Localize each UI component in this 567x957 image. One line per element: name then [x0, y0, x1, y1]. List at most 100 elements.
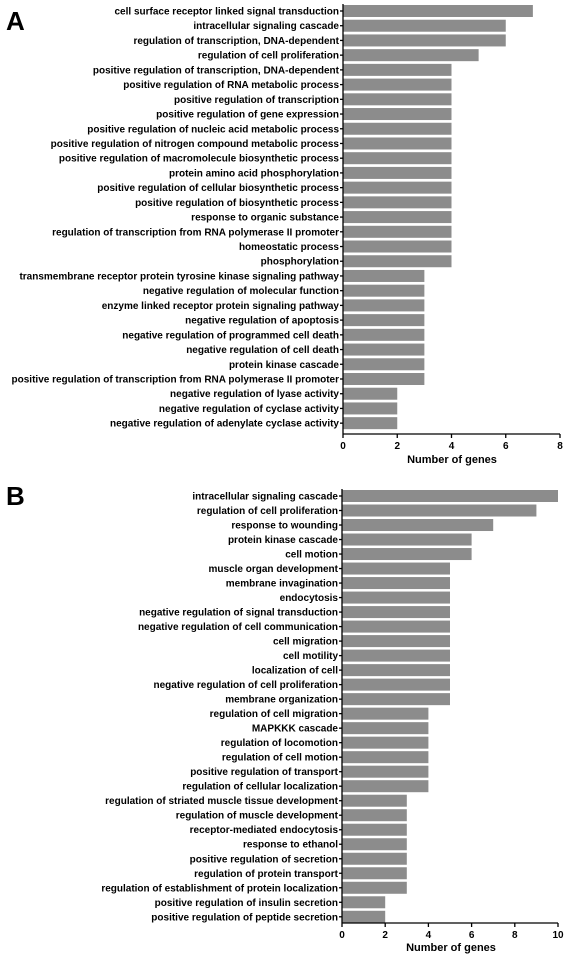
category-label: transmembrane receptor protein tyrosine … — [19, 271, 339, 282]
category-label: negative regulation of cyclase activity — [159, 404, 340, 415]
category-label: regulation of cell proliferation — [198, 51, 339, 62]
category-label: positive regulation of peptide secretion — [151, 912, 338, 923]
bar — [342, 838, 407, 851]
bar — [342, 751, 429, 764]
bar — [342, 852, 407, 865]
bar — [343, 417, 398, 430]
bar — [342, 533, 472, 546]
bar — [342, 620, 450, 633]
category-label: negative regulation of molecular functio… — [143, 286, 339, 297]
category-label: muscle organ development — [209, 564, 339, 575]
category-label: positive regulation of biosynthetic proc… — [135, 198, 339, 209]
category-label: response to organic substance — [191, 213, 339, 224]
category-label: negative regulation of lyase activity — [170, 389, 339, 400]
category-label: regulation of establishment of protein l… — [101, 883, 338, 894]
bar — [343, 78, 452, 91]
category-label: positive regulation of transcription fro… — [12, 375, 340, 386]
category-label: cell motion — [285, 550, 338, 561]
bar — [342, 809, 407, 822]
bar — [343, 34, 506, 47]
category-label: protein kinase cascade — [229, 360, 339, 371]
x-tick-label: 0 — [339, 930, 345, 941]
category-label: membrane invagination — [226, 579, 338, 590]
category-label: negative regulation of programmed cell d… — [122, 330, 339, 341]
category-label: receptor-mediated endocytosis — [190, 825, 339, 836]
category-label: negative regulation of cell proliferatio… — [154, 680, 338, 691]
bar — [343, 137, 452, 150]
bar — [342, 504, 537, 517]
bar — [342, 693, 450, 706]
bar — [343, 299, 425, 312]
bar — [343, 5, 533, 17]
bar — [342, 823, 407, 836]
bar — [343, 240, 452, 253]
category-label: positive regulation of transcription, DN… — [93, 65, 340, 76]
bar — [342, 577, 450, 590]
x-tick-label: 6 — [469, 930, 475, 941]
bar — [343, 373, 425, 385]
x-tick-label: 2 — [382, 930, 388, 941]
category-label: phosphorylation — [261, 257, 339, 268]
bar — [343, 314, 425, 327]
category-label: negative regulation of signal transducti… — [139, 608, 338, 619]
category-label: positive regulation of nitrogen compound… — [51, 139, 340, 150]
bar — [343, 122, 452, 135]
category-label: cell motility — [283, 651, 338, 662]
bar — [343, 166, 452, 179]
bar — [342, 490, 558, 502]
category-label: negative regulation of cell death — [186, 345, 339, 356]
bar — [342, 722, 429, 735]
category-label: positive regulation of RNA metabolic pro… — [123, 80, 339, 91]
bar — [342, 591, 450, 604]
x-tick-label: 8 — [557, 441, 563, 452]
bar — [343, 269, 425, 282]
category-label: positive regulation of transport — [190, 767, 338, 778]
bar — [343, 152, 452, 165]
panel-a-x-axis-label: Number of genes — [407, 454, 497, 466]
bar — [342, 635, 450, 648]
bar — [343, 49, 479, 62]
category-label: protein kinase cascade — [228, 535, 338, 546]
category-label: regulation of transcription from RNA pol… — [52, 227, 339, 238]
category-label: regulation of striated muscle tissue dev… — [105, 796, 339, 807]
category-label: negative regulation of apoptosis — [185, 316, 339, 327]
x-tick-label: 10 — [552, 930, 564, 941]
bar — [342, 649, 450, 662]
panel-b-letter: B — [6, 481, 25, 511]
bar — [343, 63, 452, 76]
category-label: positive regulation of gene expression — [156, 110, 339, 121]
bar — [343, 387, 398, 400]
panel-a-letter: A — [6, 6, 25, 36]
bar — [343, 19, 506, 32]
bar — [343, 255, 452, 268]
bar — [343, 225, 452, 238]
bar — [343, 93, 452, 106]
bar — [342, 765, 429, 778]
category-label: regulation of cell proliferation — [197, 506, 338, 517]
bar — [343, 358, 425, 371]
category-label: cell surface receptor linked signal tran… — [114, 7, 339, 18]
bar — [342, 736, 429, 749]
bar — [343, 343, 425, 356]
category-label: regulation of muscle development — [176, 811, 339, 822]
panel-b-x-axis-label: Number of genes — [406, 942, 496, 954]
category-label: positive regulation of cellular biosynth… — [97, 183, 339, 194]
category-label: regulation of cellular localization — [182, 782, 338, 793]
category-label: regulation of transcription, DNA-depende… — [133, 36, 339, 47]
bar — [342, 707, 429, 720]
x-tick-label: 0 — [340, 441, 346, 452]
bar — [342, 780, 429, 793]
category-label: positive regulation of transcription — [174, 95, 339, 106]
bar — [342, 606, 450, 619]
category-label: positive regulation of insulin secretion — [155, 898, 338, 909]
category-label: positive regulation of secretion — [190, 854, 338, 865]
category-label: response to ethanol — [243, 840, 338, 851]
category-label: endocytosis — [280, 593, 339, 604]
bar — [342, 881, 407, 894]
category-label: regulation of locomotion — [221, 738, 338, 749]
category-label: positive regulation of macromolecule bio… — [59, 154, 340, 165]
category-label: cell migration — [273, 637, 338, 648]
bar — [342, 867, 407, 880]
x-tick-label: 6 — [503, 441, 509, 452]
